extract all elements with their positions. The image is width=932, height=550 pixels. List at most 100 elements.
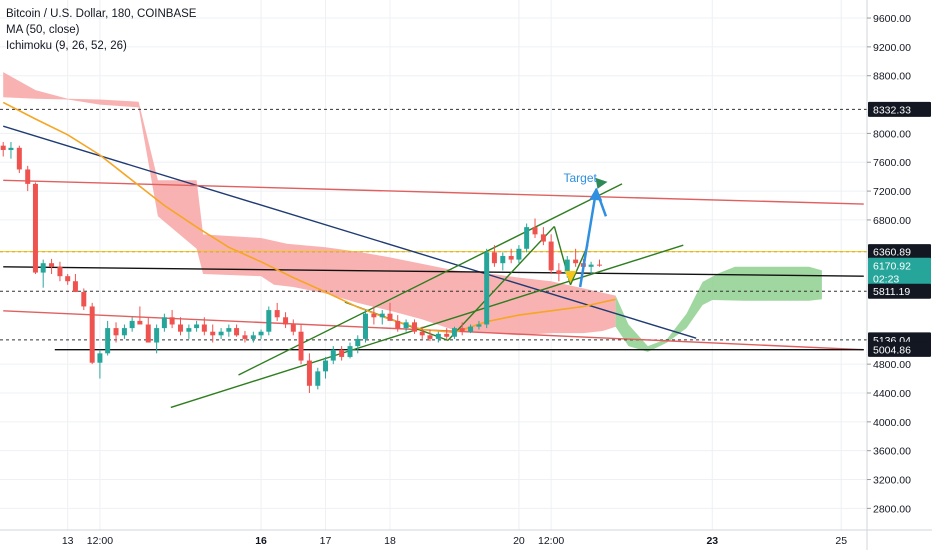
price-tick-label: 4400.00 [873, 388, 911, 400]
price-tag-bg [868, 101, 931, 117]
price-tag: 5004.86 [868, 341, 931, 357]
price-tick-label: 4000.00 [873, 417, 911, 429]
candle [154, 324, 160, 354]
ma-indicator-label[interactable]: MA (50, close) [6, 24, 80, 36]
candle [556, 263, 562, 282]
candle [451, 326, 457, 339]
candle [444, 328, 450, 339]
target-arrow-path [578, 188, 608, 288]
candle-body [427, 335, 433, 339]
candle [40, 259, 46, 288]
candle [371, 306, 377, 325]
candle-body [573, 259, 579, 264]
candle [8, 142, 14, 159]
candle-body [476, 324, 482, 327]
candle-body [65, 276, 71, 282]
candle-body [500, 255, 506, 264]
ichimoku-indicator-label[interactable]: Ichimoku (9, 26, 52, 26) [6, 40, 127, 52]
price-axis[interactable]: 9600.00 9200.00 8800.00 8000.00 7600.00 7200.… [866, 0, 931, 550]
candle [250, 331, 256, 343]
candle-body [186, 328, 192, 332]
candle-body [444, 333, 450, 337]
candle-body [258, 331, 264, 336]
price-tag-label: 8332.33 [873, 104, 911, 116]
candle-body [508, 255, 514, 260]
candle-body [556, 270, 562, 275]
candle-body [226, 328, 232, 332]
candle [89, 302, 95, 365]
moving-average [2, 101, 616, 334]
candle [403, 319, 409, 332]
price-tag: 6170.92 [868, 257, 931, 273]
candle [315, 367, 321, 390]
price-tag-label: 6360.89 [873, 247, 911, 259]
price-tag: 8332.33 [868, 101, 931, 117]
candle-body [16, 147, 22, 170]
candle-body [323, 360, 329, 372]
price-tag-bg [868, 341, 931, 357]
price-tick-label: 3600.00 [873, 446, 911, 458]
candle-body [97, 353, 103, 363]
candle-body [411, 322, 417, 332]
candles [0, 142, 602, 393]
candle [476, 320, 482, 330]
candle-body [161, 317, 167, 329]
candle [137, 306, 143, 325]
candle [596, 259, 602, 267]
candle-body [40, 263, 46, 273]
candle [298, 324, 304, 365]
candle-body [540, 234, 546, 242]
price-tag-label: 5004.86 [873, 344, 911, 356]
price-tick-label: 3200.00 [873, 475, 911, 487]
candle [226, 324, 232, 337]
candle-body [419, 331, 425, 336]
candle-body [25, 169, 31, 184]
candle [16, 145, 22, 174]
candle-body [194, 324, 200, 329]
cloud-red [3, 72, 616, 336]
candle [395, 315, 401, 332]
candle-body [330, 349, 336, 361]
time-axis[interactable]: 13 12:00 16 17 18 20 12:00 23 25 [0, 529, 932, 547]
candle [57, 261, 63, 282]
candle [347, 342, 353, 359]
candle-body [283, 317, 289, 325]
candle [97, 349, 103, 379]
candle-body [49, 263, 55, 267]
candle-body [201, 324, 207, 332]
trend-line [3, 266, 864, 277]
horizontal-levels [0, 108, 867, 341]
candle [65, 274, 71, 285]
price-tag: 02:23 [868, 270, 931, 286]
candle-body [435, 333, 441, 339]
price-tick-label: 2800.00 [873, 503, 911, 515]
price-tick-label: 8800.00 [873, 71, 911, 83]
symbol-title[interactable]: Bitcoin / U.S. Dollar, 180, COINBASE [6, 8, 197, 20]
candle-body [129, 320, 135, 329]
candle-body [355, 338, 361, 347]
price-tick-label: 7200.00 [873, 186, 911, 198]
candle [411, 319, 417, 334]
candle [459, 322, 465, 336]
price-tick-label: 8000.00 [873, 128, 911, 140]
candle [194, 320, 200, 332]
candle [266, 306, 272, 336]
candle [169, 310, 175, 329]
candle [258, 329, 264, 339]
time-tick-label: 17 [320, 535, 332, 547]
candle [435, 331, 441, 343]
candle [72, 274, 78, 293]
candle-body [177, 324, 183, 332]
candle [121, 324, 127, 339]
candle [573, 248, 579, 267]
candle-body [484, 252, 490, 325]
trend-line [170, 244, 684, 409]
candle-body [145, 324, 151, 343]
candle [177, 317, 183, 336]
cloud-green [615, 266, 822, 352]
candle [355, 335, 361, 354]
candle [242, 330, 248, 343]
candle-body [596, 264, 602, 266]
